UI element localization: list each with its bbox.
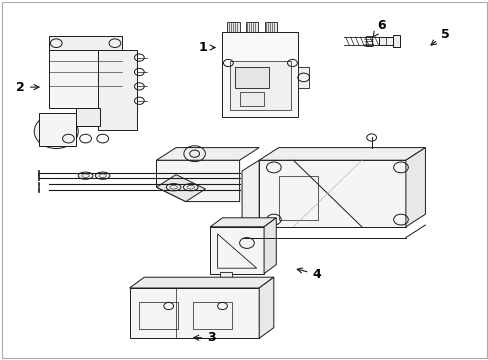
Polygon shape <box>156 148 259 160</box>
Bar <box>378 37 392 45</box>
Bar <box>392 35 399 47</box>
Ellipse shape <box>34 114 78 148</box>
Polygon shape <box>156 160 239 202</box>
Text: 1: 1 <box>198 41 215 54</box>
Bar <box>98 50 137 130</box>
Bar <box>227 22 239 32</box>
Polygon shape <box>405 148 425 227</box>
Bar <box>222 32 298 117</box>
Bar <box>245 22 258 32</box>
Bar <box>39 113 76 146</box>
Bar <box>139 302 178 329</box>
Polygon shape <box>242 160 259 238</box>
Bar <box>239 92 264 106</box>
Ellipse shape <box>43 121 70 142</box>
Polygon shape <box>259 148 425 160</box>
Text: 3: 3 <box>193 331 215 344</box>
Bar <box>365 36 371 46</box>
Bar <box>49 47 122 108</box>
Bar <box>49 36 122 50</box>
Bar <box>220 272 232 284</box>
Bar <box>129 288 259 338</box>
Ellipse shape <box>183 184 198 191</box>
Bar <box>229 61 290 110</box>
Bar <box>234 67 268 88</box>
Bar <box>278 176 317 220</box>
Bar <box>193 302 232 329</box>
Polygon shape <box>210 218 276 227</box>
Polygon shape <box>156 175 205 202</box>
Polygon shape <box>210 227 264 274</box>
Text: 2: 2 <box>16 81 39 94</box>
Polygon shape <box>129 277 273 288</box>
Ellipse shape <box>166 184 181 191</box>
Text: 5: 5 <box>430 28 448 45</box>
Polygon shape <box>264 218 276 274</box>
Ellipse shape <box>95 172 110 179</box>
Bar <box>264 22 276 32</box>
Polygon shape <box>259 160 405 227</box>
Polygon shape <box>259 277 273 338</box>
Ellipse shape <box>78 172 93 179</box>
Text: 4: 4 <box>297 268 321 281</box>
Bar <box>76 108 100 126</box>
Bar <box>298 67 308 88</box>
Text: 6: 6 <box>372 19 385 37</box>
